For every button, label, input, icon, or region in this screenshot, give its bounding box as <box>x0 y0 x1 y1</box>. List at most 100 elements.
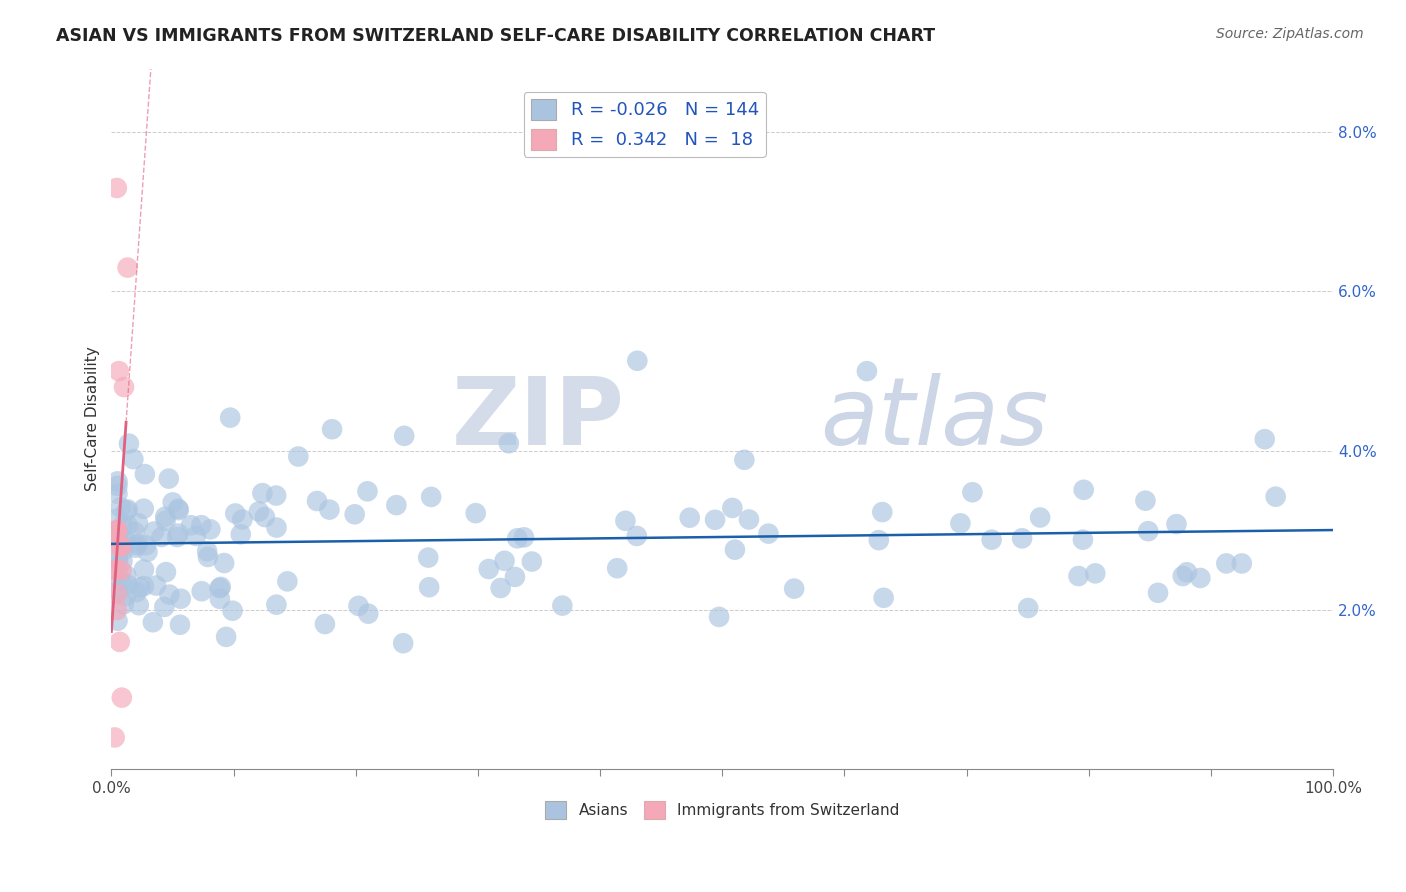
Point <box>229 527 252 541</box>
Point <box>104 731 127 745</box>
Point <box>1137 524 1160 538</box>
Point <box>155 514 177 528</box>
Point <box>343 508 366 522</box>
Point <box>392 429 415 443</box>
Point <box>127 536 149 550</box>
Point <box>157 472 180 486</box>
Point <box>108 635 131 649</box>
Point <box>111 518 134 533</box>
Point <box>111 554 134 568</box>
Point <box>112 543 135 558</box>
Point <box>1147 586 1170 600</box>
Point <box>127 516 149 531</box>
Point <box>110 574 132 588</box>
Point <box>1175 566 1198 580</box>
Point <box>418 550 440 565</box>
Point <box>107 552 129 566</box>
Point <box>679 510 702 524</box>
Point <box>1171 569 1194 583</box>
Point <box>738 512 761 526</box>
Point <box>117 260 139 275</box>
Point <box>1264 490 1286 504</box>
Point <box>190 518 212 533</box>
Point <box>385 498 408 512</box>
Point <box>464 506 486 520</box>
Point <box>868 533 890 548</box>
Text: atlas: atlas <box>820 374 1049 465</box>
Point <box>197 549 219 564</box>
Point <box>212 556 235 570</box>
Point <box>721 500 744 515</box>
Point <box>247 504 270 518</box>
Point <box>136 545 159 559</box>
Text: ZIP: ZIP <box>451 373 624 465</box>
Point <box>105 181 128 195</box>
Point <box>142 524 165 539</box>
Point <box>221 604 243 618</box>
Point <box>215 630 238 644</box>
Point <box>1029 510 1052 524</box>
Point <box>872 591 894 605</box>
Point <box>418 580 440 594</box>
Point <box>108 539 131 553</box>
Point <box>108 527 131 541</box>
Point <box>105 524 128 538</box>
Point <box>962 485 984 500</box>
Point <box>276 574 298 589</box>
Point <box>107 529 129 543</box>
Point <box>107 527 129 541</box>
Point <box>129 580 152 594</box>
Point <box>167 501 190 516</box>
Point <box>551 599 574 613</box>
Point <box>184 529 207 543</box>
Point <box>195 544 218 558</box>
Text: Source: ZipAtlas.com: Source: ZipAtlas.com <box>1216 27 1364 41</box>
Point <box>856 364 879 378</box>
Point <box>704 513 727 527</box>
Point <box>224 507 246 521</box>
Point <box>122 452 145 467</box>
Point <box>489 581 512 595</box>
Point <box>1017 601 1039 615</box>
Point <box>208 581 231 595</box>
Point <box>105 587 128 601</box>
Y-axis label: Self-Care Disability: Self-Care Disability <box>86 346 100 491</box>
Point <box>949 516 972 531</box>
Point <box>606 561 628 575</box>
Point <box>253 510 276 524</box>
Point <box>167 503 190 517</box>
Point <box>503 570 526 584</box>
Point <box>1071 533 1094 547</box>
Text: ASIAN VS IMMIGRANTS FROM SWITZERLAND SELF-CARE DISABILITY CORRELATION CHART: ASIAN VS IMMIGRANTS FROM SWITZERLAND SEL… <box>56 27 935 45</box>
Point <box>135 538 157 552</box>
Point <box>110 539 132 553</box>
Point <box>513 530 536 544</box>
Point <box>1067 569 1090 583</box>
Point <box>1230 557 1253 571</box>
Point <box>357 607 380 621</box>
Point <box>145 578 167 592</box>
Point <box>231 512 253 526</box>
Point <box>125 538 148 552</box>
Point <box>1254 432 1277 446</box>
Point <box>626 529 648 543</box>
Point <box>498 436 520 450</box>
Point <box>169 617 191 632</box>
Point <box>107 475 129 489</box>
Point <box>110 563 132 577</box>
Point <box>115 504 138 518</box>
Point <box>707 610 730 624</box>
Point <box>264 489 287 503</box>
Point <box>1011 532 1033 546</box>
Point <box>132 579 155 593</box>
Point <box>626 353 648 368</box>
Point <box>101 563 124 577</box>
Point <box>724 542 747 557</box>
Point <box>142 615 165 630</box>
Point <box>180 518 202 533</box>
Point <box>114 533 136 547</box>
Point <box>1135 493 1157 508</box>
Point <box>162 495 184 509</box>
Point <box>105 524 128 538</box>
Point <box>321 422 343 436</box>
